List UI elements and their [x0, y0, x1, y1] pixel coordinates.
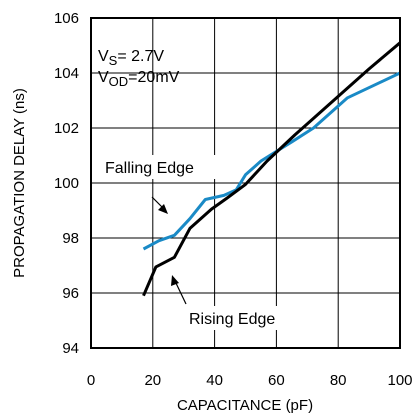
- x-tick-label: 20: [144, 372, 161, 389]
- series-lines: [142, 41, 401, 297]
- x-tick-label: 100: [387, 372, 412, 389]
- rising-edge-arrowhead: [171, 275, 179, 286]
- rising-edge-series-line: [142, 41, 401, 297]
- y-tick-label: 98: [62, 230, 79, 247]
- y-tick-label: 100: [54, 175, 79, 192]
- falling-label-bg: [102, 155, 232, 179]
- y-tick-label: 102: [54, 120, 79, 137]
- y-tick-label: 104: [54, 65, 79, 82]
- x-tick-label: 60: [268, 372, 285, 389]
- falling-edge-series-line: [142, 71, 401, 251]
- rising-label-bg: [186, 306, 294, 330]
- tick-labels: 0 20 40 60 80 100 94 96 98 100 102 104 106: [54, 10, 413, 389]
- rising-edge-label: Rising Edge: [189, 311, 275, 328]
- plot-frame: [90, 17, 401, 349]
- x-axis-title: CAPACITANCE (pF): [177, 397, 313, 414]
- conditions-text: VS= 2.7V VOD=20mV: [98, 48, 180, 89]
- rising-edge-arrow: [174, 280, 187, 305]
- y-tick-label: 96: [62, 285, 79, 302]
- x-tick-label: 40: [206, 372, 223, 389]
- grid-lines: [91, 18, 400, 348]
- vs-condition: VS= 2.7V: [98, 48, 164, 68]
- y-axis-title: PROPAGATION DELAY (ns): [11, 88, 28, 278]
- x-tick-label: 0: [87, 372, 95, 389]
- falling-edge-arrowhead: [158, 204, 168, 214]
- falling-edge-label: Falling Edge: [105, 160, 194, 177]
- vod-condition: VOD=20mV: [98, 69, 180, 89]
- x-tick-label: 80: [330, 372, 347, 389]
- y-tick-label: 94: [62, 340, 79, 357]
- y-tick-label: 106: [54, 10, 79, 27]
- rising-edge-annotation: Rising Edge: [171, 275, 294, 330]
- falling-edge-annotation: Falling Edge: [102, 155, 232, 214]
